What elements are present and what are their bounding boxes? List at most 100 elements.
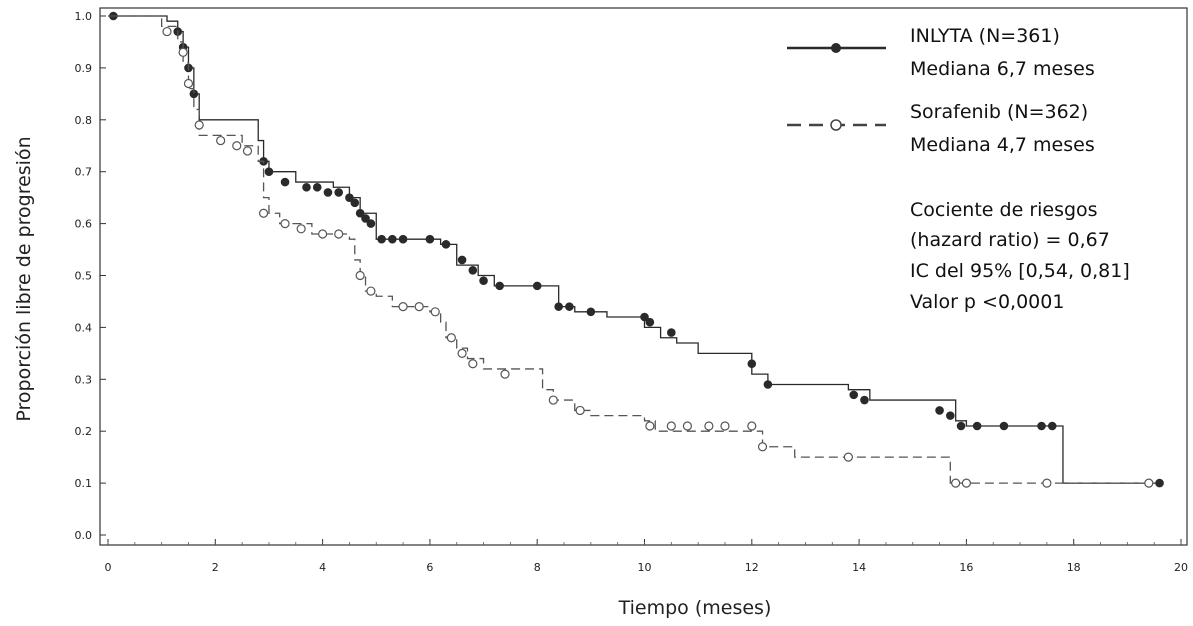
annotation-p-value: Valor p <0,0001 [910,291,1064,313]
x-tick-label: 10 [638,561,652,574]
censor-marker-0 [972,421,982,431]
y-tick-label: 0.9 [75,62,93,75]
censor-marker-0 [1047,421,1057,431]
legend-label-sorafenib: Sorafenib (N=362) [910,101,1088,123]
censor-marker-0 [532,281,542,291]
censor-marker-0 [361,214,370,223]
censor-marker-0 [425,234,435,244]
censor-marker-1 [720,421,730,431]
censor-marker-0 [264,167,274,176]
legend-marker-sorafenib [830,119,842,131]
y-tick-label: 0.1 [75,477,93,490]
x-tick-label: 20 [1174,561,1188,574]
censor-marker-0 [350,198,360,208]
x-tick-label: 6 [426,561,433,574]
censor-marker-1 [398,302,408,312]
censor-marker-0 [763,380,773,389]
censor-marker-1 [216,135,226,146]
censor-marker-1 [951,478,961,488]
x-axis-title: Tiempo (meses) [618,597,772,619]
censor-marker-0 [377,234,386,244]
x-tick-label: 0 [105,561,112,574]
annotation-hazard-ratio: (hazard ratio) = 0,67 [910,229,1110,251]
x-tick-label: 18 [1067,561,1081,574]
censor-marker-1 [194,120,204,130]
censor-marker-0 [586,307,596,317]
censor-marker-1 [682,421,693,431]
x-tick-label: 8 [534,561,541,574]
censor-marker-1 [575,405,585,416]
censor-marker-1 [446,333,456,343]
y-tick-label: 0.7 [75,166,93,179]
legend-label-inlyta: INLYTA (N=361) [910,25,1060,47]
y-axis-title: Proporción libre de progresión [13,136,35,421]
censor-marker-0 [334,188,343,197]
censor-marker-0 [495,281,504,291]
x-tick-label: 14 [852,561,866,574]
censor-marker-1 [162,26,172,37]
censor-marker-0 [457,255,467,265]
legend-marker-inlyta [831,43,841,53]
censor-marker-1 [258,208,269,218]
censor-marker-1 [548,395,558,405]
censor-marker-1 [704,421,714,431]
censor-marker-1 [500,369,510,379]
censor-marker-0 [398,234,408,244]
censor-marker-0 [645,317,655,327]
y-axis: 0.0 0.1 0.2 0.3 0.4 0.5 0.6 0.7 0.8 0.9 1.0 [75,10,106,542]
censor-marker-1 [334,229,344,239]
censor-marker-1 [666,421,676,431]
series-line-0 [108,15,1160,484]
censor-marker-1 [468,359,478,369]
censor-marker-1 [645,421,655,431]
censor-marker-0 [302,182,311,192]
y-tick-label: 0.2 [75,425,93,438]
censor-marker-1 [457,348,467,358]
censor-marker-0 [554,302,563,311]
censor-marker-0 [946,411,955,420]
censor-marker-1 [1144,478,1154,488]
censor-marker-0 [312,182,322,192]
censor-marker-0 [1155,478,1164,488]
y-tick-label: 0.5 [75,270,93,283]
censor-marker-1 [280,219,290,229]
legend-median-sorafenib: Mediana 4,7 meses [910,134,1095,156]
x-tick-label: 12 [745,561,759,574]
censor-marker-1 [232,141,242,151]
y-tick-label: 0.8 [75,114,93,127]
y-tick-label: 0.3 [75,373,93,386]
censor-marker-0 [366,219,376,228]
censor-marker-1 [296,224,306,234]
legend-median-inlyta: Mediana 6,7 meses [910,58,1095,80]
censor-marker-1 [843,452,853,462]
censor-marker-0 [479,276,488,285]
censor-marker-1 [747,421,757,431]
censor-marker-1 [242,146,253,156]
censor-marker-1 [961,478,972,488]
censor-marker-1 [1042,478,1052,488]
y-tick-label: 0.6 [75,218,93,231]
y-tick-label: 0.0 [75,529,93,542]
series-line-1 [108,15,1155,484]
y-tick-label: 1.0 [75,10,93,23]
censor-marker-1 [366,286,376,296]
annotation-hazard-title: Cociente de riesgos [910,199,1098,221]
censor-marker-0 [747,359,757,369]
censor-marker-0 [355,208,365,218]
censor-marker-0 [388,234,397,244]
censor-marker-1 [414,302,424,312]
censor-marker-0 [565,302,574,311]
censor-marker-0 [667,328,676,337]
x-tick-label: 16 [959,561,973,574]
censor-marker-0 [441,240,451,249]
censor-marker-0 [935,406,944,415]
x-tick-label: 4 [319,561,326,574]
x-tick-label: 2 [212,561,219,574]
censor-marker-0 [468,266,478,275]
censor-marker-1 [183,78,194,89]
censor-marker-1 [178,47,188,57]
censor-marker-0 [1037,421,1046,431]
y-tick-label: 0.4 [75,321,93,334]
censor-marker-0 [849,390,859,400]
